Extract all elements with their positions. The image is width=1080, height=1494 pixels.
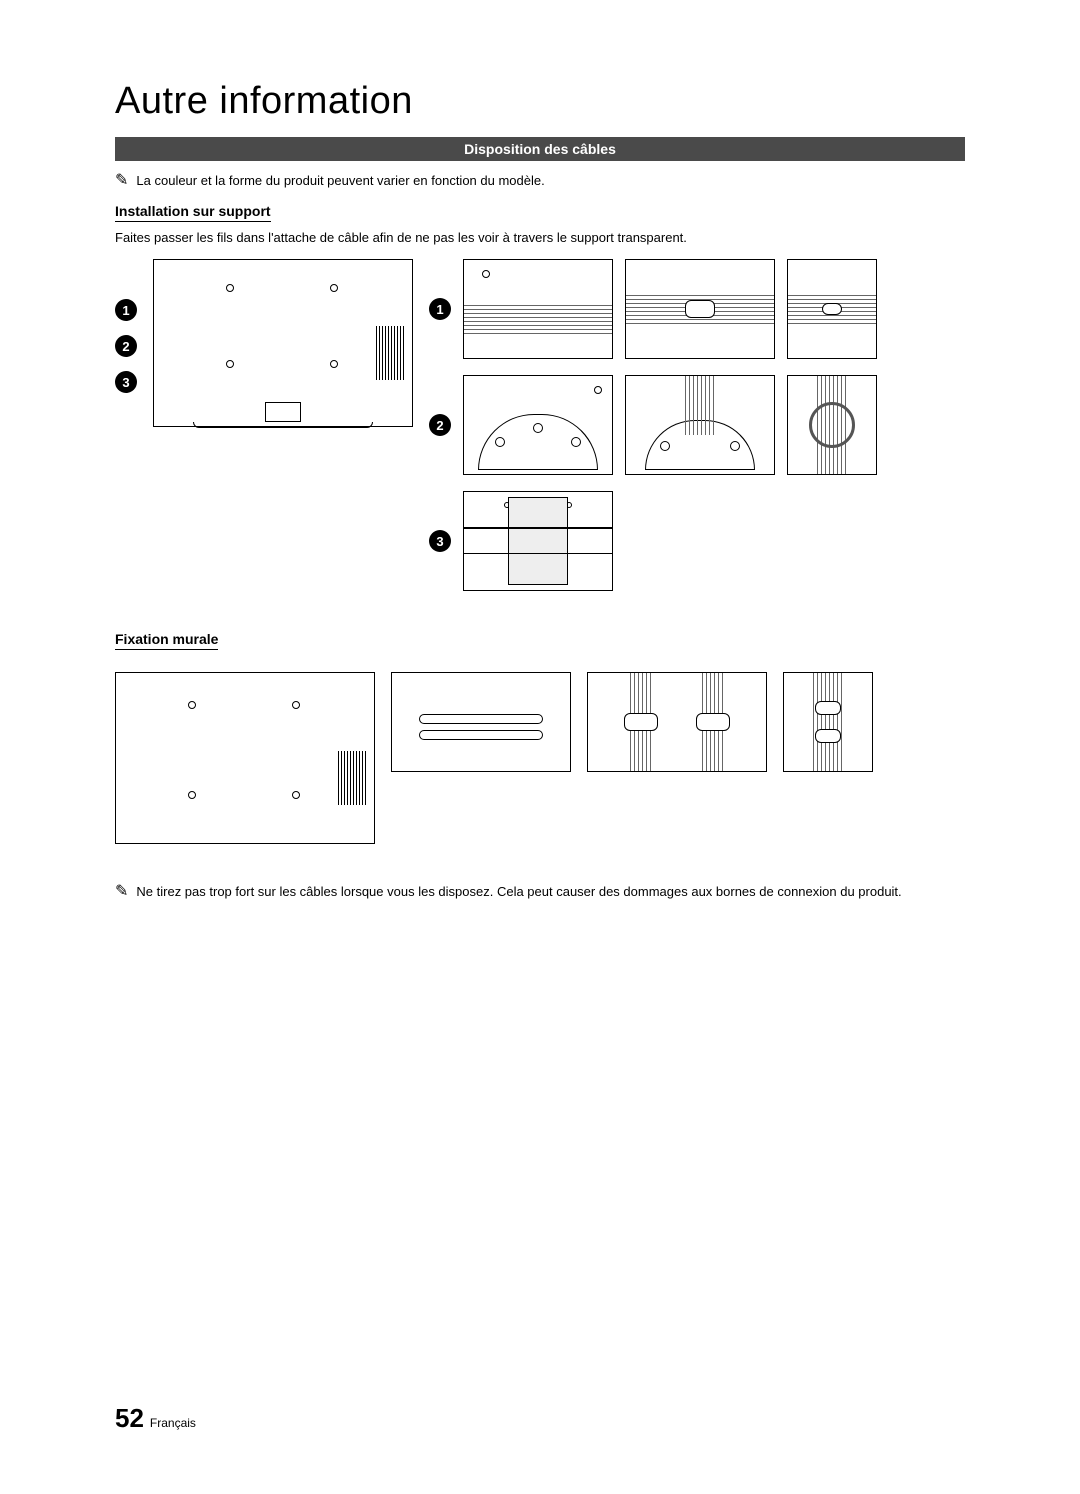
- section-stand-heading: Installation sur support: [115, 203, 271, 222]
- callout-column: 1 2 3: [115, 259, 137, 393]
- page-language: Français: [150, 1416, 196, 1430]
- callout-1: 1: [115, 299, 137, 321]
- detail-line-3: 3: [429, 491, 877, 591]
- figure-step1-c: [787, 259, 877, 359]
- wall-diagram-row: [115, 672, 965, 844]
- callout-2b: 2: [429, 414, 451, 436]
- figure-tv-back-stand: [153, 259, 413, 427]
- stand-row-main: 1 2 3 1: [115, 259, 965, 591]
- note-icon: ✎: [115, 173, 128, 189]
- note-bottom-text: Ne tirez pas trop fort sur les câbles lo…: [136, 884, 901, 899]
- callout-3b: 3: [429, 530, 451, 552]
- diagram-stand-area: 1 2 3 1: [115, 259, 965, 591]
- note-top: ✎ La couleur et la forme du produit peuv…: [115, 173, 965, 189]
- note-bottom: ✎ Ne tirez pas trop fort sur les câbles …: [115, 884, 965, 900]
- section-stand: Installation sur support Faites passer l…: [115, 203, 965, 591]
- figure-step1-b: [625, 259, 775, 359]
- figure-tv-back-wall: [115, 672, 375, 844]
- figure-step2-b: [625, 375, 775, 475]
- section-header-bar: Disposition des câbles: [115, 137, 965, 161]
- page-number: 52: [115, 1403, 144, 1434]
- manual-page: Autre information Disposition des câbles…: [0, 0, 1080, 1494]
- page-title: Autre information: [115, 80, 965, 123]
- figure-step1-a: [463, 259, 613, 359]
- note-top-text: La couleur et la forme du produit peuven…: [136, 173, 544, 188]
- figure-step2-a: [463, 375, 613, 475]
- callout-1b: 1: [429, 298, 451, 320]
- figure-wall-detail-b: [587, 672, 767, 772]
- figure-wall-detail-a: [391, 672, 571, 772]
- detail-line-2: 2: [429, 375, 877, 475]
- figure-wall-detail-c: [783, 672, 873, 772]
- detail-column: 1: [429, 259, 877, 591]
- callout-3: 3: [115, 371, 137, 393]
- section-wall-heading: Fixation murale: [115, 631, 218, 650]
- section-wall: Fixation murale: [115, 631, 965, 900]
- section-stand-text: Faites passer les fils dans l'attache de…: [115, 230, 965, 245]
- page-footer: 52 Français: [115, 1403, 196, 1434]
- detail-line-1: 1: [429, 259, 877, 359]
- figure-step3-a: [463, 491, 613, 591]
- callout-2: 2: [115, 335, 137, 357]
- figure-step2-c: [787, 375, 877, 475]
- note-icon: ✎: [115, 884, 128, 900]
